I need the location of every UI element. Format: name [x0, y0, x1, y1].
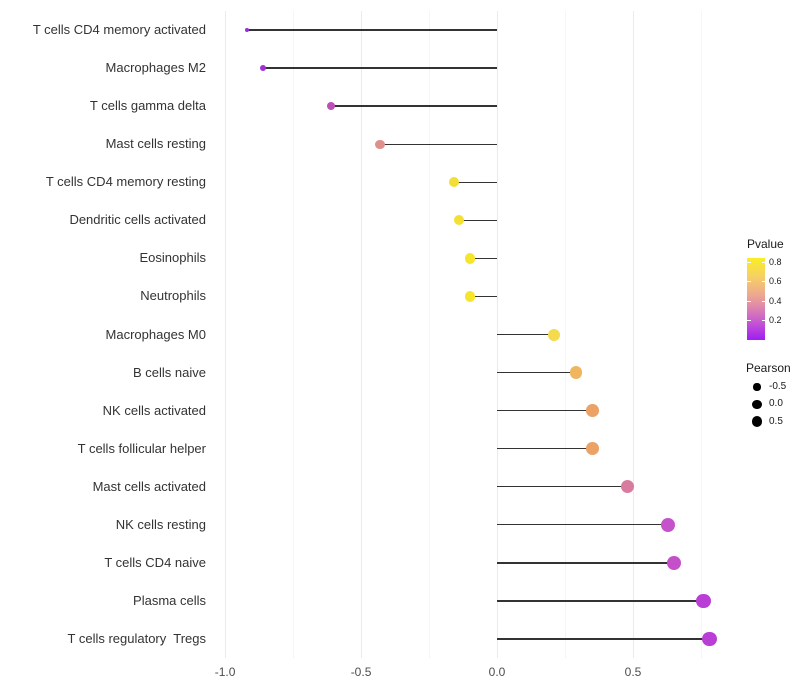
- pearson-legend-title: Pearson: [746, 361, 791, 375]
- pvalue-tick-label: 0.4: [769, 295, 782, 306]
- lollipop-dot: [453, 215, 464, 226]
- lollipop-stem: [497, 600, 704, 602]
- pvalue-tick-label: 0.8: [769, 256, 782, 267]
- lollipop-dot: [620, 480, 635, 494]
- gridline-major: [633, 11, 635, 658]
- category-label: Mast cells resting: [105, 136, 206, 152]
- lollipop-stem: [497, 333, 555, 336]
- category-label: Macrophages M0: [105, 326, 206, 342]
- category-label: NK cells resting: [115, 516, 206, 532]
- x-axis-tick-label: 0.5: [624, 665, 642, 679]
- category-label: T cells CD4 memory resting: [45, 174, 206, 190]
- lollipop-stem: [458, 219, 498, 221]
- pearson-legend-label: 0.5: [769, 415, 783, 427]
- lollipop-dot: [585, 442, 599, 455]
- category-label: Neutrophils: [140, 288, 206, 304]
- category-label: T cells CD4 memory activated: [32, 22, 206, 38]
- lollipop-dot: [260, 65, 267, 72]
- pearson-legend-label: 0.0: [769, 398, 783, 410]
- x-axis-tick-label: -0.5: [350, 665, 372, 679]
- pvalue-tick-label: 0.2: [769, 315, 782, 326]
- pvalue-legend-title: Pvalue: [747, 237, 784, 251]
- pvalue-colorbar: [747, 258, 765, 340]
- lollipop-dot: [696, 593, 712, 609]
- lollipop-dot: [666, 555, 681, 570]
- category-label: T cells regulatory Tregs: [67, 630, 206, 646]
- pvalue-tickmark-right: [761, 320, 765, 322]
- lollipop-stem: [497, 409, 593, 412]
- category-label: Dendritic cells activated: [69, 212, 206, 228]
- pvalue-tickmark-left: [747, 281, 751, 283]
- lollipop-stem: [453, 181, 498, 183]
- lollipop-dot: [569, 366, 583, 379]
- gridline-major: [225, 11, 227, 658]
- lollipop-dot: [701, 631, 717, 647]
- lollipop-dot: [326, 101, 336, 111]
- category-label: T cells follicular helper: [77, 440, 206, 456]
- pvalue-tickmark-left: [747, 300, 751, 302]
- lollipop-dot: [548, 328, 561, 341]
- lollipop-dot: [244, 27, 250, 33]
- lollipop-dot: [448, 177, 459, 188]
- lollipop-dot: [661, 517, 676, 532]
- gridline-minor: [565, 11, 567, 658]
- lollipop-stem: [497, 447, 593, 450]
- lollipop-stem: [497, 371, 576, 374]
- category-label: T cells gamma delta: [89, 98, 206, 114]
- pearson-legend-dot: [753, 383, 761, 391]
- lollipop-dot: [464, 291, 476, 302]
- lollipop-stem: [497, 638, 710, 640]
- x-axis-tick-label: 0.0: [488, 665, 506, 679]
- pvalue-tickmark-right: [761, 281, 765, 283]
- pvalue-tickmark-right: [761, 300, 765, 302]
- lollipop-stem: [469, 257, 498, 260]
- lollipop-stem: [380, 143, 498, 145]
- lollipop-stem: [469, 295, 498, 298]
- category-label: Eosinophils: [139, 250, 207, 266]
- x-axis-tick-label: -1.0: [214, 665, 236, 679]
- gridline-minor: [429, 11, 431, 658]
- pvalue-tick-label: 0.6: [769, 276, 782, 287]
- lollipop-stem: [331, 105, 498, 107]
- pvalue-tickmark-left: [747, 320, 751, 322]
- category-label: Plasma cells: [133, 592, 206, 608]
- category-label: Mast cells activated: [92, 478, 206, 494]
- pvalue-tickmark-left: [747, 261, 751, 263]
- category-label: T cells CD4 naive: [104, 554, 206, 570]
- lollipop-stem: [497, 562, 674, 564]
- lollipop-dot: [585, 404, 599, 417]
- lollipop-dot: [464, 253, 476, 264]
- pearson-legend-dot: [752, 399, 762, 409]
- category-label: NK cells activated: [102, 402, 206, 418]
- lollipop-stem: [246, 29, 498, 31]
- gridline-minor: [701, 11, 702, 658]
- lollipop-stem: [497, 524, 669, 526]
- pvalue-tickmark-right: [761, 261, 765, 263]
- lollipop-dot: [375, 139, 385, 149]
- gridline-major: [361, 11, 363, 658]
- lollipop-stem: [263, 67, 498, 69]
- lollipop-stem: [497, 486, 628, 488]
- category-label: B cells naive: [133, 364, 206, 380]
- category-label: Macrophages M2: [105, 60, 206, 76]
- gridline-minor: [293, 11, 295, 658]
- pearson-legend-label: -0.5: [769, 381, 787, 392]
- pearson-legend-dot: [751, 416, 763, 427]
